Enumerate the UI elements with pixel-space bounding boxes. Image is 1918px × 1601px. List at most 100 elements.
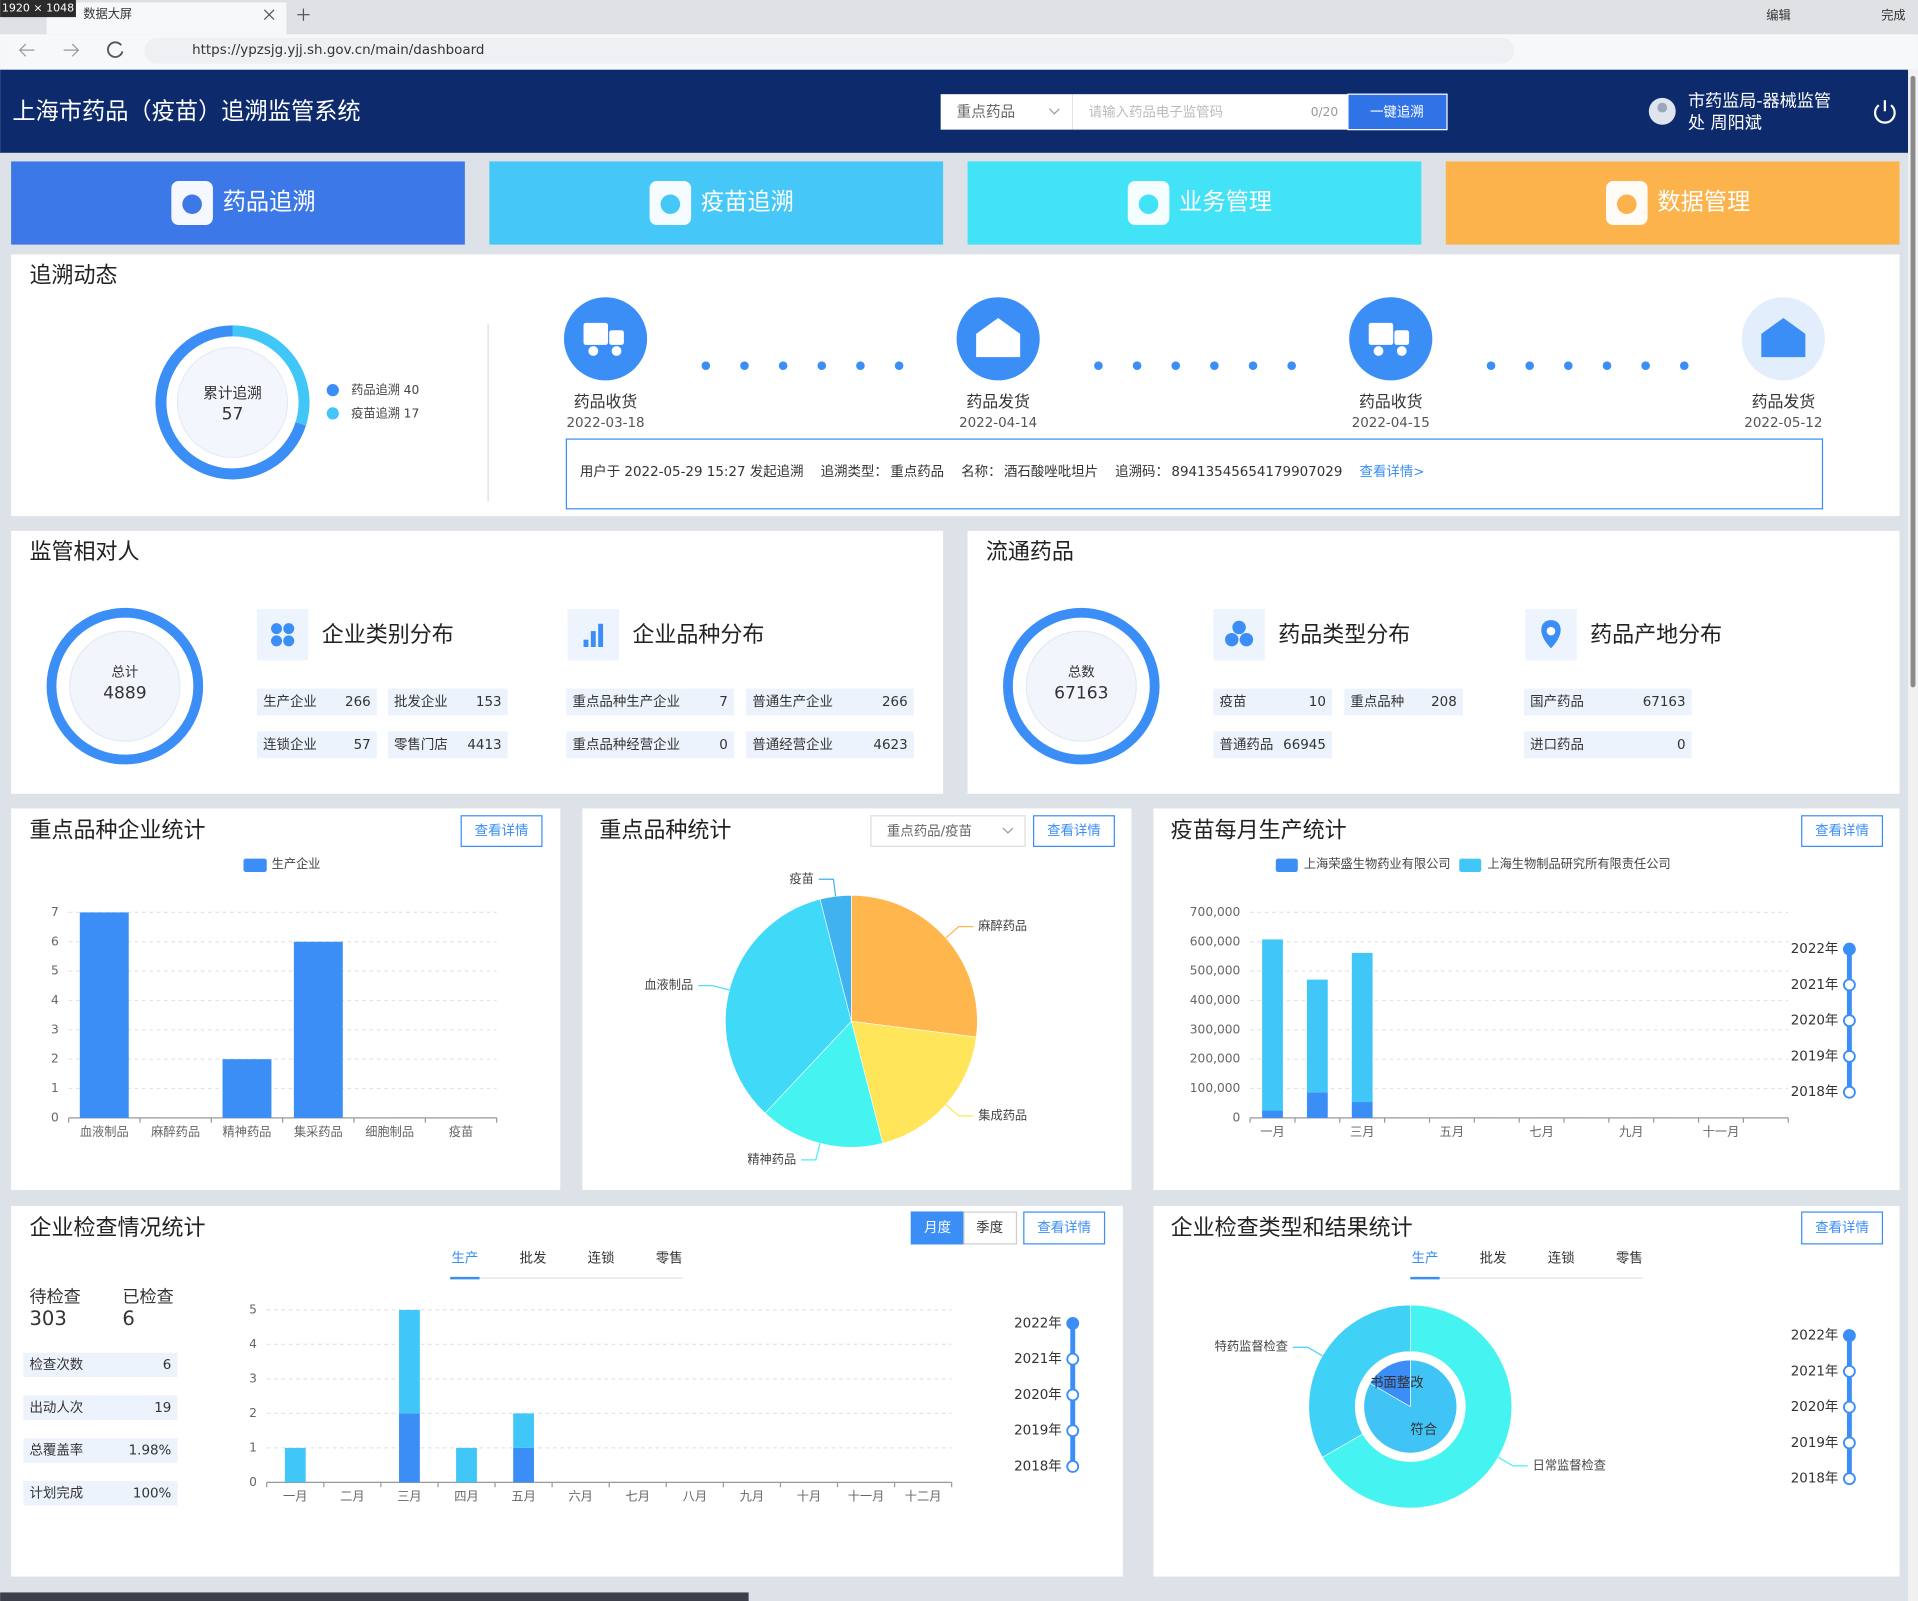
timeline-dot[interactable]: [1842, 1400, 1856, 1414]
timeline-dot[interactable]: [1842, 1050, 1856, 1063]
user-name: 市药监局-器械监管: [1688, 92, 1831, 112]
nav-label[interactable]: 业务管理: [1179, 189, 1272, 216]
stat-value: 7: [719, 695, 728, 710]
button-label[interactable]: 查看详情: [475, 823, 529, 839]
timeline-label[interactable]: 2019年: [1791, 1435, 1839, 1451]
stat-label: 国产药品: [1530, 694, 1584, 710]
tab[interactable]: [963, 1211, 1018, 1245]
timeline-dot[interactable]: [1842, 978, 1856, 992]
panel-title: 监管相对人: [29, 540, 139, 565]
timeline-label[interactable]: 2022年: [1791, 941, 1839, 957]
taskbar: [0, 1592, 749, 1601]
nav-button[interactable]: [489, 161, 944, 245]
subtab[interactable]: 批发: [520, 1251, 547, 1267]
timeline-label[interactable]: 2018年: [1791, 1471, 1839, 1487]
info-link[interactable]: 查看详情>: [1360, 464, 1425, 480]
done-button[interactable]: 完成: [1881, 7, 1905, 22]
subtab[interactable]: 零售: [656, 1251, 683, 1267]
url[interactable]: https://ypzsjg.yjj.sh.gov.cn/main/dashbo…: [192, 43, 484, 58]
stat-value: 19: [154, 1401, 171, 1416]
x-tick-label: 十二月: [905, 1490, 942, 1504]
stat-value: 6: [163, 1358, 172, 1373]
timeline-label[interactable]: 2021年: [1014, 1351, 1062, 1367]
timeline-dot[interactable]: [1066, 1352, 1080, 1366]
search-button[interactable]: [1347, 93, 1448, 131]
stat-cell: [746, 731, 914, 759]
stat-label: 出动人次: [29, 1400, 83, 1416]
timeline-dot[interactable]: [1842, 1085, 1856, 1099]
select[interactable]: [870, 815, 1026, 847]
timeline-label[interactable]: 2019年: [1791, 1048, 1839, 1064]
nav-button[interactable]: [1445, 161, 1900, 245]
search-button-label[interactable]: 一键追溯: [1370, 105, 1424, 121]
stat-label: 普通生产企业: [752, 693, 833, 710]
power-icon[interactable]: [1874, 100, 1896, 124]
pie-slice: [850, 1020, 977, 1144]
button[interactable]: [1023, 1211, 1106, 1245]
nav-label[interactable]: 疫苗追溯: [701, 189, 794, 216]
button-label[interactable]: 查看详情: [1815, 1220, 1869, 1236]
button-label[interactable]: 查看详情: [1037, 1220, 1091, 1236]
search-select[interactable]: [940, 94, 1073, 130]
timeline-label[interactable]: 2021年: [1791, 1363, 1839, 1379]
timeline-label[interactable]: 2020年: [1791, 1013, 1839, 1029]
timeline-dot[interactable]: [1066, 1460, 1080, 1473]
timeline-dot[interactable]: [1842, 1472, 1856, 1486]
timeline-dot[interactable]: [1842, 942, 1856, 956]
button[interactable]: [1801, 1211, 1884, 1245]
timeline-dot[interactable]: [1842, 1436, 1856, 1450]
timeline-label[interactable]: 2020年: [1014, 1387, 1062, 1403]
tab-label[interactable]: 季度: [976, 1220, 1003, 1236]
nav-button[interactable]: [967, 161, 1422, 245]
subtab[interactable]: 批发: [1480, 1251, 1507, 1267]
button-label[interactable]: 查看详情: [1047, 823, 1101, 839]
button[interactable]: [460, 815, 543, 847]
nav-label[interactable]: 药品追溯: [223, 189, 316, 216]
timeline-label[interactable]: 2018年: [1791, 1084, 1839, 1100]
y-tick-label: 100,000: [1190, 1081, 1241, 1095]
subtab[interactable]: 连锁: [588, 1251, 615, 1267]
timeline-dot[interactable]: [1842, 1364, 1856, 1378]
timeline-label[interactable]: 2022年: [1014, 1315, 1062, 1331]
subtab[interactable]: 零售: [1616, 1251, 1643, 1267]
x-tick-label: 一月: [1260, 1125, 1284, 1139]
bar: [1262, 939, 1283, 1111]
timeline-dot[interactable]: [1842, 1329, 1856, 1343]
subtab[interactable]: 生产: [1412, 1251, 1439, 1267]
stat-value: 266: [882, 695, 908, 710]
search-input[interactable]: [1072, 94, 1348, 130]
x-tick-label: 七月: [626, 1490, 650, 1504]
timeline-dot[interactable]: [1066, 1388, 1080, 1402]
x-tick-label: 三月: [1350, 1125, 1374, 1139]
stat-cell: [566, 731, 734, 759]
timeline-dot[interactable]: [1842, 1014, 1856, 1028]
timeline-label[interactable]: 2021年: [1791, 977, 1839, 993]
timeline-label[interactable]: 2019年: [1014, 1423, 1062, 1439]
timeline-label[interactable]: 2022年: [1791, 1328, 1839, 1344]
button[interactable]: [1801, 815, 1884, 847]
nav-label[interactable]: 数据管理: [1657, 189, 1750, 216]
subtab[interactable]: 生产: [451, 1251, 478, 1267]
timeline-dot[interactable]: [1066, 1316, 1080, 1330]
timeline-dot[interactable]: [1066, 1424, 1080, 1438]
nav-button[interactable]: [11, 161, 465, 245]
timeline-label[interactable]: 2018年: [1014, 1458, 1062, 1474]
total-inner: [69, 630, 181, 742]
chevron: [1049, 108, 1060, 115]
step-dot: [1132, 361, 1142, 370]
button[interactable]: [1032, 815, 1115, 847]
button-label[interactable]: 查看详情: [1815, 823, 1869, 839]
stat-value: 66945: [1283, 738, 1326, 753]
back-icon: [18, 43, 35, 57]
slice-label: 麻醉药品: [978, 918, 1027, 933]
button[interactable]: [910, 1211, 965, 1245]
subtab[interactable]: 连锁: [1548, 1251, 1575, 1267]
bar: [293, 941, 343, 1118]
edit-button[interactable]: 编辑: [1766, 7, 1790, 22]
button-label[interactable]: 月度: [924, 1220, 951, 1236]
bar: [1262, 1110, 1283, 1118]
y-tick-label: 1: [249, 1440, 257, 1454]
y-tick-label: 6: [51, 934, 59, 948]
timeline-label[interactable]: 2020年: [1791, 1399, 1839, 1415]
y-tick-label: 0: [1233, 1110, 1241, 1124]
